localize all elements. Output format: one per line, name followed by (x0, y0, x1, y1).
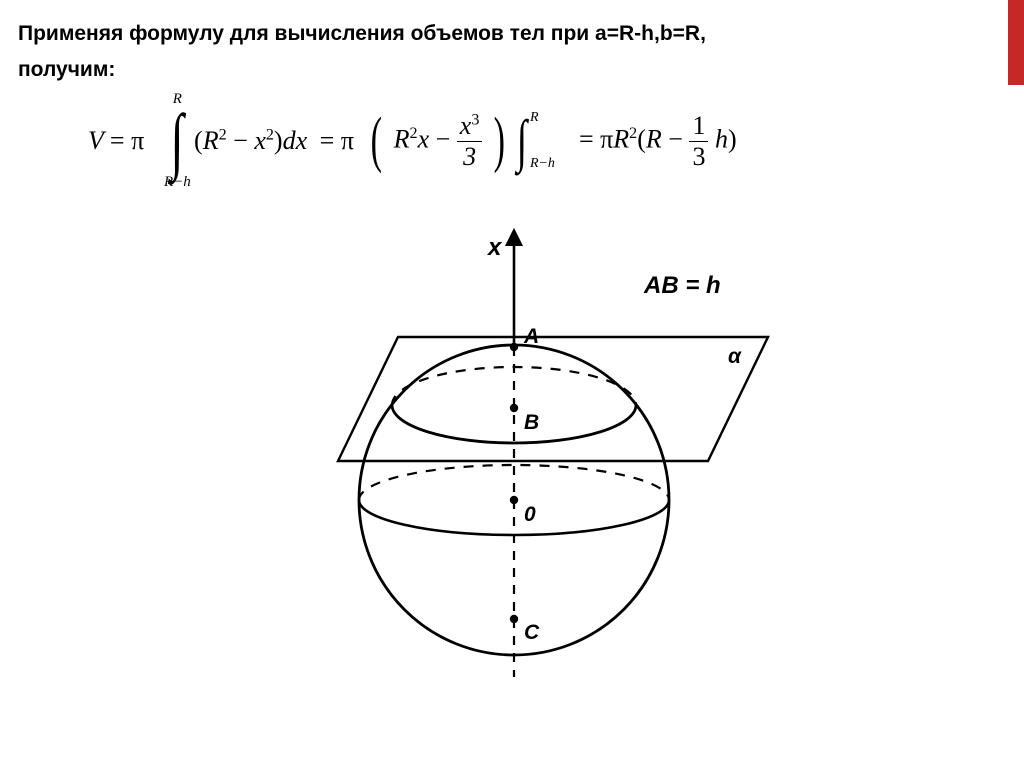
label-A: A (523, 325, 539, 348)
sphere-diagram: x α A B 0 C AB = h (252, 225, 772, 685)
plane-label: α (728, 345, 742, 368)
antiderivative: R2x − x3 3 (394, 111, 483, 172)
heading: Применяя формулу для вычисления объемов … (18, 16, 1006, 87)
annotation-ab-h: AB = h (643, 272, 721, 299)
eval-limits: ∫ R R−h (514, 112, 530, 170)
heading-line-2: получим: (18, 58, 115, 81)
label-B: B (524, 411, 539, 434)
point-O (510, 496, 518, 504)
point-B (510, 404, 518, 412)
point-A (510, 343, 518, 351)
formula-rhs: = πR2(R − 1 3 h) (579, 111, 737, 172)
point-C (510, 615, 518, 623)
slide-content: Применяя формулу для вычисления объемов … (18, 16, 1006, 685)
formula: V = π R ∫ R−h (R2 − x2)dx = π ( R2x − x3… (88, 124, 737, 153)
integral-sign: R ∫ R−h (167, 95, 187, 187)
axis-label: x (486, 234, 503, 261)
heading-line-1: Применяя формулу для вычисления объемов … (18, 22, 706, 45)
label-O: 0 (524, 503, 536, 526)
integrand: (R2 − x2)dx (194, 126, 307, 156)
formula-block: V = π R ∫ R−h (R2 − x2)dx = π ( R2x − x3… (18, 95, 1006, 187)
formula-lhs: V = π (88, 126, 144, 156)
label-C: C (524, 621, 540, 644)
accent-bar (1008, 0, 1024, 85)
